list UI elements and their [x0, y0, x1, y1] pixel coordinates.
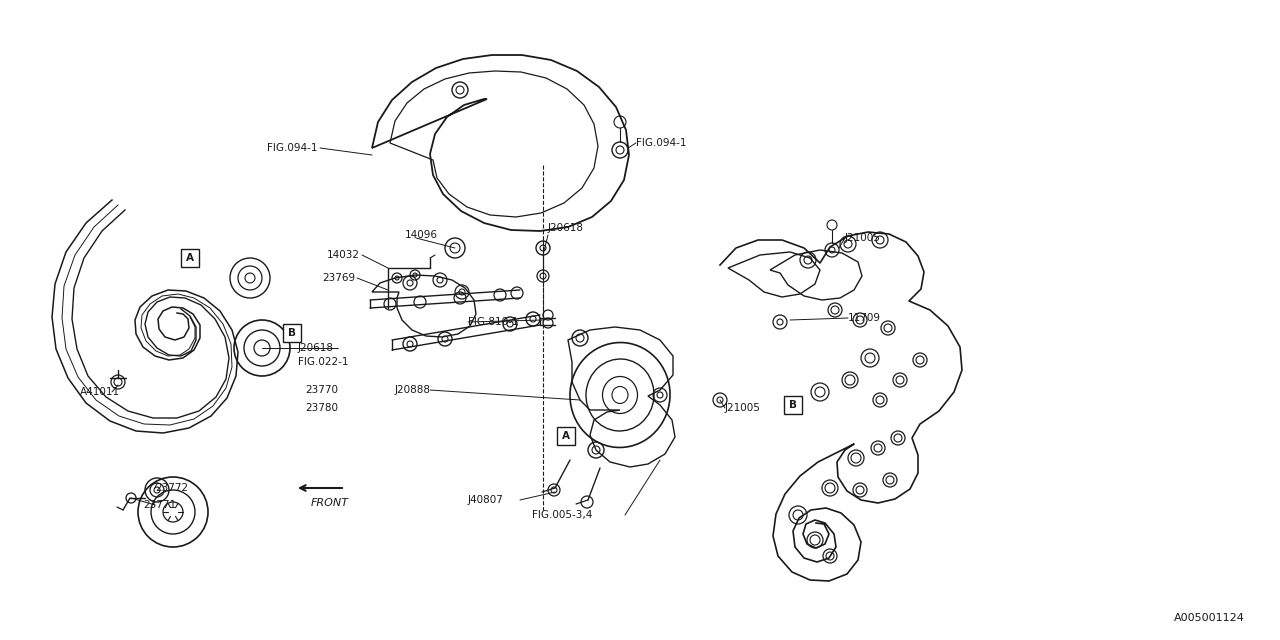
Text: 23770: 23770: [305, 385, 338, 395]
Text: A: A: [562, 431, 570, 441]
Text: J21005: J21005: [845, 233, 881, 243]
Text: A005001124: A005001124: [1174, 613, 1245, 623]
Text: 14096: 14096: [404, 230, 438, 240]
Text: B: B: [288, 328, 296, 338]
Text: B: B: [788, 400, 797, 410]
Text: FIG.022-1: FIG.022-1: [298, 357, 348, 367]
Text: J21005: J21005: [724, 403, 760, 413]
Text: FIG.094-1: FIG.094-1: [268, 143, 317, 153]
Bar: [283, 324, 301, 342]
Text: FIG.005-3,4: FIG.005-3,4: [532, 510, 593, 520]
Text: 23772: 23772: [155, 483, 188, 493]
Text: FIG.810-1: FIG.810-1: [468, 317, 518, 327]
Bar: [180, 249, 198, 267]
Text: J20618: J20618: [548, 223, 584, 233]
Text: 14032: 14032: [326, 250, 360, 260]
Bar: [783, 396, 803, 414]
Text: FIG.094-1: FIG.094-1: [636, 138, 686, 148]
Bar: [557, 427, 575, 445]
Text: 23769: 23769: [321, 273, 355, 283]
Text: J40807: J40807: [468, 495, 504, 505]
Text: 23780: 23780: [305, 403, 338, 413]
Text: FRONT: FRONT: [311, 498, 349, 508]
Text: A41011: A41011: [79, 387, 120, 397]
Text: 23771: 23771: [143, 500, 177, 510]
Text: 11709: 11709: [849, 313, 881, 323]
Text: A: A: [186, 253, 195, 263]
Text: J20888: J20888: [396, 385, 431, 395]
Text: J20618: J20618: [298, 343, 334, 353]
